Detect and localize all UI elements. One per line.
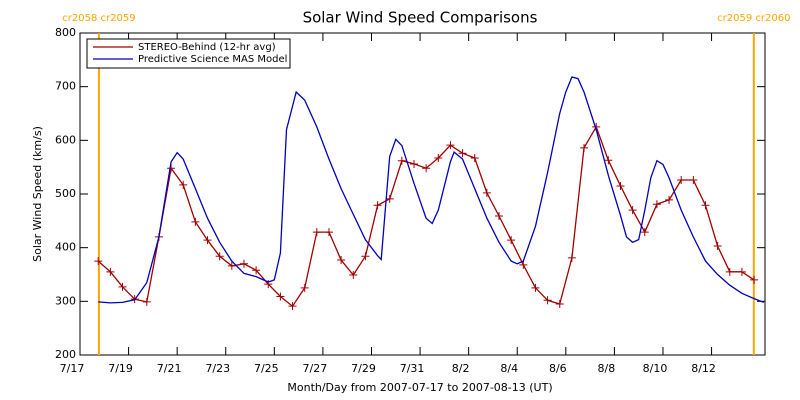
data-point: [312, 228, 321, 237]
x-tick-label: 8/4: [500, 362, 518, 375]
x-tick-label: 7/23: [205, 362, 230, 375]
data-point: [737, 267, 746, 276]
x-tick-label: 7/27: [303, 362, 328, 375]
legend-label: Predictive Science MAS Model: [138, 54, 287, 65]
x-tick-label: 8/8: [598, 362, 616, 375]
data-point: [324, 228, 333, 237]
data-point: [604, 156, 613, 165]
data-point: [531, 283, 540, 292]
data-point: [507, 236, 516, 245]
legend-box: [86, 38, 291, 69]
data-point: [179, 180, 188, 189]
data-point: [689, 176, 698, 185]
data-point: [422, 164, 431, 173]
y-tick-label: 600: [55, 133, 76, 146]
data-point: [640, 228, 649, 237]
data-point: [94, 257, 103, 266]
plot-frame: [79, 32, 766, 356]
legend-label: STEREO-Behind (12-hr avg): [138, 42, 276, 53]
data-point: [373, 201, 382, 210]
data-point: [519, 260, 528, 269]
chart-title: Solar Wind Speed Comparisons: [303, 9, 538, 27]
x-tick-label: 7/19: [108, 362, 133, 375]
data-point: [555, 300, 564, 309]
data-point: [495, 212, 504, 221]
data-point: [677, 176, 686, 185]
data-point: [665, 195, 674, 204]
x-tick-label: 8/10: [643, 362, 668, 375]
y-axis-label: Solar Wind Speed (km/s): [31, 126, 44, 262]
data-point: [580, 143, 589, 152]
x-tick-label: 8/6: [549, 362, 567, 375]
data-point: [288, 302, 297, 311]
data-point: [106, 267, 115, 276]
data-point: [446, 141, 455, 150]
y-tick-label: 400: [55, 241, 76, 254]
x-tick-label: 8/2: [452, 362, 470, 375]
data-point: [434, 154, 443, 163]
series-line: [98, 76, 765, 304]
x-tick-label: 7/25: [254, 362, 279, 375]
data-point: [701, 201, 710, 210]
data-point: [142, 297, 151, 306]
data-point: [118, 282, 127, 291]
x-tick-label: 8/12: [691, 362, 716, 375]
data-point: [750, 275, 759, 284]
data-point: [713, 242, 722, 251]
data-point: [543, 296, 552, 305]
x-tick-label: 7/21: [157, 362, 182, 375]
x-tick-label: 7/29: [351, 362, 376, 375]
data-point: [409, 159, 418, 168]
data-point: [482, 188, 491, 197]
data-point: [227, 261, 236, 270]
data-point: [567, 253, 576, 262]
data-point: [397, 156, 406, 165]
y-tick-label: 200: [55, 348, 76, 361]
data-point: [470, 154, 479, 163]
data-point: [725, 267, 734, 276]
data-point: [203, 236, 212, 245]
y-tick-label: 800: [55, 26, 76, 39]
carrington-label: cr2059 cr2060: [717, 13, 790, 24]
data-point: [385, 194, 394, 203]
data-point: [276, 292, 285, 301]
data-point: [337, 256, 346, 265]
y-tick-label: 300: [55, 294, 76, 307]
data-point: [361, 252, 370, 261]
data-point: [349, 271, 358, 280]
y-tick-label: 500: [55, 187, 76, 200]
data-point: [239, 259, 248, 268]
data-point: [628, 206, 637, 215]
x-tick-label: 7/17: [60, 362, 85, 375]
data-point: [652, 200, 661, 209]
data-point: [458, 149, 467, 158]
x-axis-label: Month/Day from 2007-07-17 to 2007-08-13 …: [287, 381, 552, 394]
data-point: [215, 252, 224, 261]
data-point: [300, 283, 309, 292]
x-tick-label: 7/31: [400, 362, 425, 375]
data-point: [191, 217, 200, 226]
data-point: [252, 266, 261, 275]
carrington-label: cr2058 cr2059: [62, 13, 135, 24]
y-tick-label: 700: [55, 80, 76, 93]
data-point: [616, 181, 625, 190]
